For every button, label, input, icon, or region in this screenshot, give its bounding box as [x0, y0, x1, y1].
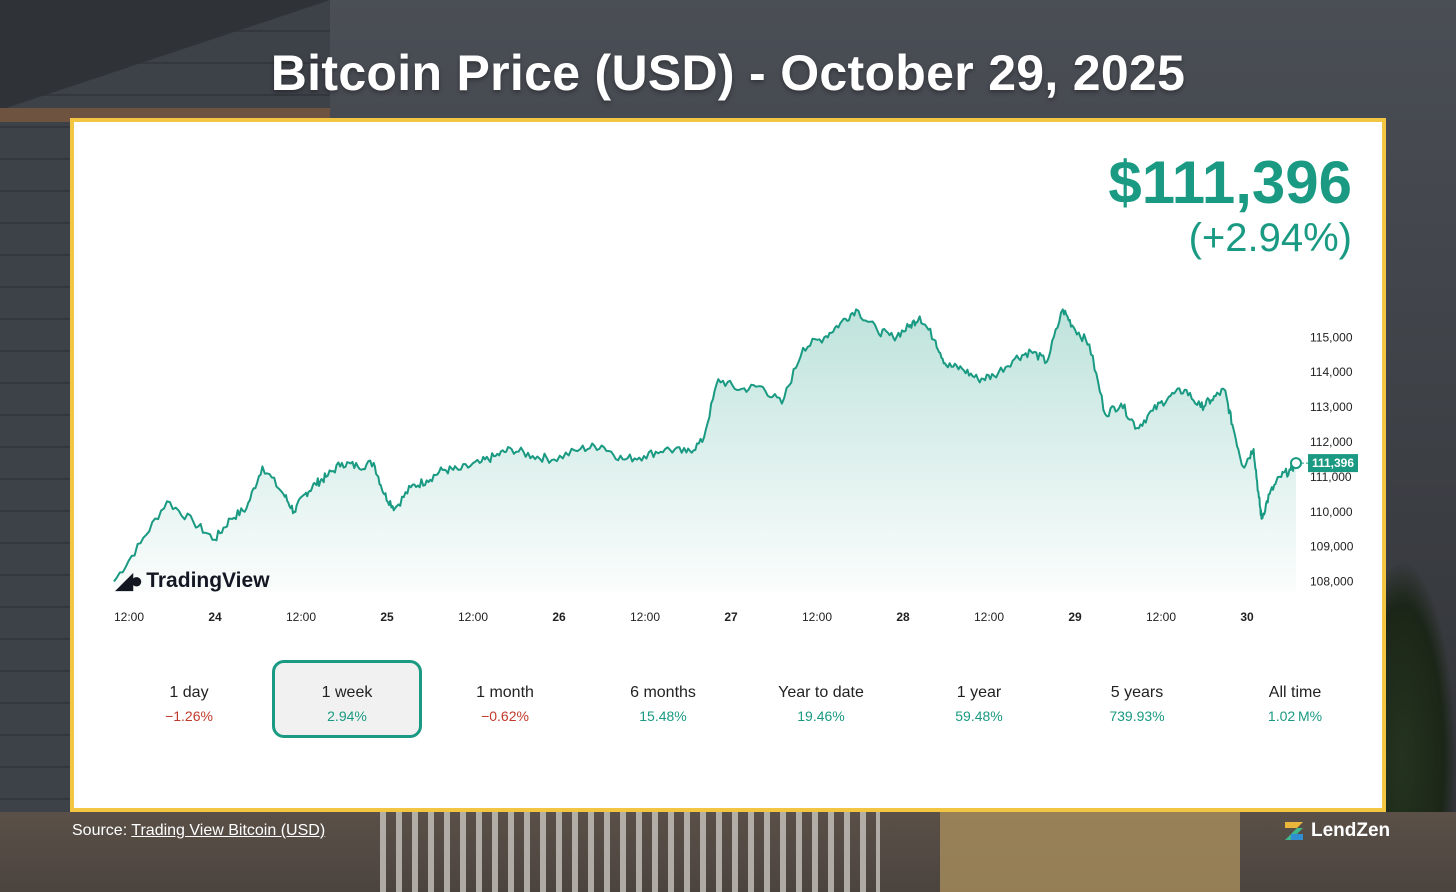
period-change: 2.94% — [327, 708, 367, 724]
background-roof — [0, 0, 330, 110]
x-tick-label: 30 — [1240, 610, 1254, 624]
y-axis: 108,000 109,000 110,000 111,000 112,000 113,0… — [1310, 330, 1354, 588]
price-area-fill — [114, 309, 1296, 592]
period-change: 19.46% — [797, 708, 845, 724]
tradingview-label: TradingView — [146, 569, 270, 592]
x-tick-label: 25 — [380, 610, 394, 624]
price-series-line — [113, 308, 1297, 583]
x-tick-label: 12:00 — [286, 610, 316, 624]
page-title: Bitcoin Price (USD) - October 29, 2025 — [270, 45, 1186, 101]
current-price-tag-label: 111,396 — [1312, 456, 1354, 470]
period-option-1-year[interactable]: 1 year 59.48% — [904, 660, 1054, 738]
x-tick-label: 12:00 — [630, 610, 660, 624]
y-tick-label: 115,000 — [1310, 330, 1353, 344]
x-tick-label: 12:00 — [458, 610, 488, 624]
brand-logo: LendZen — [1283, 820, 1390, 842]
y-tick-label: 114,000 — [1310, 365, 1353, 379]
period-option-1-month[interactable]: 1 month −0.62% — [430, 660, 580, 738]
period-selector: 1 day −1.26% 1 week 2.94% 1 month −0.62% 6 mon… — [114, 660, 1354, 742]
price-chart[interactable]: 108,000 109,000 110,000 111,000 112,000 113,0… — [74, 122, 1382, 642]
price-line-group — [113, 308, 1297, 583]
current-price-tag — [1308, 454, 1358, 473]
period-option-1-week[interactable]: 1 week 2.94% — [272, 660, 422, 738]
x-tick-label: 29 — [1068, 610, 1082, 624]
price-value: $111,396 — [1108, 149, 1352, 216]
price-area — [114, 309, 1296, 592]
period-option-6-months[interactable]: 6 months 15.48% — [588, 660, 738, 738]
background-house-right — [940, 812, 1240, 892]
y-tick-label: 109,000 — [1310, 540, 1354, 554]
current-price-marker: 111,396 — [1290, 454, 1358, 473]
x-tick-label: 27 — [724, 610, 738, 624]
lendzen-icon — [1285, 822, 1303, 840]
x-tick-label: 12:00 — [802, 610, 832, 624]
period-change: −1.26% — [165, 708, 213, 724]
period-label: 5 years — [1110, 684, 1164, 701]
current-price-dot — [1290, 457, 1302, 470]
source-prefix: Source: — [72, 822, 132, 839]
y-tick-label: 110,000 — [1310, 505, 1353, 519]
x-tick-label: 12:00 — [1146, 610, 1176, 624]
period-change: 59.48% — [955, 708, 1003, 724]
source-link[interactable]: Trading View Bitcoin (USD) — [131, 822, 326, 839]
chart-card: 108,000 109,000 110,000 111,000 112,000 113,0… — [70, 118, 1386, 812]
brand-name: LendZen — [1311, 820, 1391, 841]
tradingview-icon: ◢● — [116, 568, 143, 593]
period-option-year-to-date[interactable]: Year to date 19.46% — [746, 660, 896, 738]
period-label: 6 months — [630, 684, 696, 701]
y-tick-label: 113,000 — [1310, 400, 1353, 414]
period-option-all-time[interactable]: All time 1.02 M% — [1220, 660, 1370, 738]
x-axis: 12:00 24 12:00 25 12:00 26 12:00 27 12:00 28 12:00… — [114, 610, 1254, 624]
x-tick-label: 28 — [896, 610, 910, 624]
period-label: 1 month — [476, 684, 534, 701]
x-tick-label: 12:00 — [114, 610, 144, 624]
x-tick-label: 12:00 — [974, 610, 1004, 624]
period-change: 1.02 M% — [1267, 708, 1323, 724]
period-option-5-years[interactable]: 5 years 739.93% — [1062, 660, 1212, 738]
price-change: (+2.94%) — [1188, 216, 1352, 260]
period-change: 15.48% — [639, 708, 687, 724]
period-label: Year to date — [778, 684, 864, 701]
source-credit: Source: Trading View Bitcoin (USD) — [72, 822, 325, 840]
x-tick-label: 24 — [208, 610, 222, 624]
tradingview-logo: ◢● TradingView — [116, 568, 270, 594]
period-label: 1 week — [321, 684, 373, 701]
period-change: 739.93% — [1109, 708, 1165, 724]
current-price: $111,396 (+2.94%) — [1108, 149, 1352, 261]
period-option-1-day[interactable]: 1 day −1.26% — [114, 660, 264, 738]
period-label: 1 year — [956, 684, 1002, 701]
background-railing — [380, 812, 880, 892]
x-tick-label: 26 — [552, 610, 566, 624]
period-label: 1 day — [169, 684, 209, 701]
y-tick-label: 111,000 — [1310, 470, 1352, 484]
period-label: All time — [1268, 684, 1322, 701]
period-change: −0.62% — [481, 708, 529, 724]
y-tick-label: 112,000 — [1310, 435, 1353, 449]
y-tick-label: 108,000 — [1310, 575, 1354, 589]
